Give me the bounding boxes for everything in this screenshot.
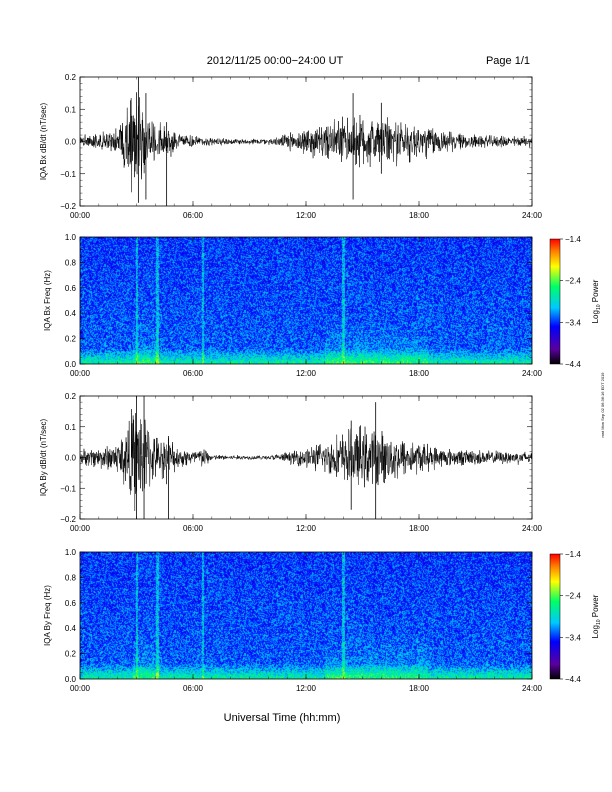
panel-bx-spectrogram-y-tick-label: 0.0 (65, 360, 77, 369)
panel-by-dbdt-y-tick-label: 0.1 (65, 423, 77, 432)
x-axis-title: Universal Time (hh:mm) (224, 712, 341, 724)
panel-bx-dbdt: 00:00 06:00 12:00 18:00 24:00 0.2 0.1 0.0 −0.1 −0… (39, 73, 543, 220)
panel-by-spectrogram-y-tick-label: 0.4 (65, 624, 77, 633)
panel-by-spectrogram-x-tick-label: 18:00 (409, 684, 430, 693)
panel-bx-spectrogram-colorbar-tick-label: −3.4 (565, 318, 581, 327)
page-number: Page 1/1 (486, 55, 530, 67)
panel-bx-spectrogram-x-tick-label: 18:00 (409, 369, 430, 378)
bx-colorbar (549, 238, 561, 365)
panel-bx-spectrogram-ylabel: IQA Bx Freq (Hz) (43, 270, 52, 331)
panel-by-dbdt-ylabel: IQA By dB/dt (nT/sec) (39, 418, 48, 496)
panel-bx-dbdt-y-tick-label: −0.2 (60, 202, 76, 211)
panel-by-dbdt-x-tick-label: 24:00 (522, 524, 543, 533)
bx-colorbar-label: Log10 Power (591, 279, 602, 323)
panel-bx-spectrogram-x-tick-label: 12:00 (296, 369, 317, 378)
panel-bx-dbdt-y-tick-label: −0.1 (60, 170, 76, 179)
panel-bx-spectrogram-x-tick-label: 24:00 (522, 369, 543, 378)
panel-by-spectrogram: 00:00 06:00 12:00 18:00 24:00 1.0 0.8 0.6 0.4 0.2… (43, 548, 602, 693)
panel-bx-spectrogram-y-tick-label: 0.8 (65, 258, 77, 267)
panel-by-spectrogram-x-tick-label: 00:00 (70, 684, 91, 693)
by-colorbar (549, 553, 561, 680)
panel-bx-spectrogram-y-tick-label: 1.0 (65, 233, 77, 242)
panel-bx-spectrogram-x-tick-label: 00:00 (70, 369, 91, 378)
panel-by-dbdt-y-tick-label: 0.2 (65, 392, 77, 401)
panel-by-spectrogram-y-tick-label: 0.2 (65, 650, 77, 659)
panel-bx-dbdt-x-tick-label: 12:00 (296, 211, 317, 220)
panel-by-dbdt-x-tick-label: 00:00 (70, 524, 91, 533)
panel-bx-dbdt-x-tick-label: 18:00 (409, 211, 430, 220)
panel-bx-dbdt-x-tick-label: 24:00 (522, 211, 543, 220)
panel-by-spectrogram-colorbar-tick-label: −3.4 (565, 633, 581, 642)
panel-by-spectrogram-image (80, 552, 532, 679)
panel-by-dbdt-y-tick-label: 0.0 (65, 454, 77, 463)
panel-by-spectrogram-x-tick-label: 12:00 (296, 684, 317, 693)
panel-bx-spectrogram-y-tick-label: 0.4 (65, 309, 77, 318)
panel-bx-spectrogram-y-tick-label: 0.6 (65, 284, 77, 293)
bx-dbdt-trace (80, 77, 532, 206)
panel-bx-dbdt-ylabel: IQA Bx dB/dt (nT/sec) (39, 102, 48, 180)
timestamp-stamp: mnt Mon Sep 02 06:36:16 EDT 2019 (600, 372, 605, 438)
panel-by-spectrogram-colorbar-tick-label: −1.4 (565, 550, 581, 559)
by-spectrogram-image (80, 552, 532, 679)
panel-bx-spectrogram-x-tick-label: 06:00 (183, 369, 204, 378)
panel-bx-dbdt-y-tick-label: 0.0 (65, 138, 77, 147)
panel-by-dbdt-frame (79, 395, 533, 520)
panel-bx-dbdt-x-tick-label: 06:00 (183, 211, 204, 220)
panel-by-dbdt-x-tick-label: 12:00 (296, 524, 317, 533)
panel-bx-dbdt-waveform (80, 92, 532, 193)
by-colorbar-label: Log10 Power (591, 594, 602, 638)
panel-bx-spectrogram-colorbar-tick-label: −2.4 (565, 277, 581, 286)
panel-by-spectrogram-colorbar-tick-label: −4.4 (565, 675, 581, 684)
panel-bx-spectrogram-colorbar-tick-label: −1.4 (565, 235, 581, 244)
panel-by-dbdt: 00:00 06:00 12:00 18:00 24:00 0.2 0.1 0.0 −0.1 −0… (39, 392, 543, 533)
panel-by-spectrogram-colorbar-tick-label: −2.4 (565, 592, 581, 601)
panel-by-spectrogram-y-tick-label: 1.0 (65, 548, 77, 557)
panel-by-dbdt-y-tick-label: −0.1 (60, 484, 76, 493)
panel-by-spectrogram-y-tick-label: 0.6 (65, 599, 77, 608)
by-dbdt-trace (80, 396, 532, 519)
panel-by-dbdt-y-tick-label: −0.2 (60, 515, 76, 524)
panel-by-dbdt-waveform (80, 409, 532, 511)
panel-bx-spectrogram-colorbar-tick-label: −4.4 (565, 360, 581, 369)
panel-bx-spectrogram-y-tick-label: 0.2 (65, 335, 77, 344)
panel-by-dbdt-x-tick-label: 06:00 (183, 524, 204, 533)
panel-by-spectrogram-x-tick-label: 24:00 (522, 684, 543, 693)
page-title: 2012/11/25 00:00−24:00 UT (207, 55, 344, 67)
bx-spectrogram-image (80, 237, 532, 364)
panel-bx-dbdt-y-tick-label: 0.1 (65, 105, 77, 114)
panel-by-spectrogram-y-tick-label: 0.0 (65, 675, 77, 684)
panel-by-spectrogram-y-tick-label: 0.8 (65, 573, 77, 582)
panel-by-dbdt-x-tick-label: 18:00 (409, 524, 430, 533)
panel-bx-spectrogram-image (80, 237, 532, 364)
panel-by-spectrogram-x-tick-label: 06:00 (183, 684, 204, 693)
panel-bx-dbdt-x-tick-label: 00:00 (70, 211, 91, 220)
panel-by-spectrogram-ylabel: IQA By Freq (Hz) (43, 585, 52, 646)
panel-bx-dbdt-y-tick-label: 0.2 (65, 73, 77, 82)
panel-bx-spectrogram: 00:00 06:00 12:00 18:00 24:00 1.0 0.8 0.6 0.4 0.2… (43, 233, 602, 378)
